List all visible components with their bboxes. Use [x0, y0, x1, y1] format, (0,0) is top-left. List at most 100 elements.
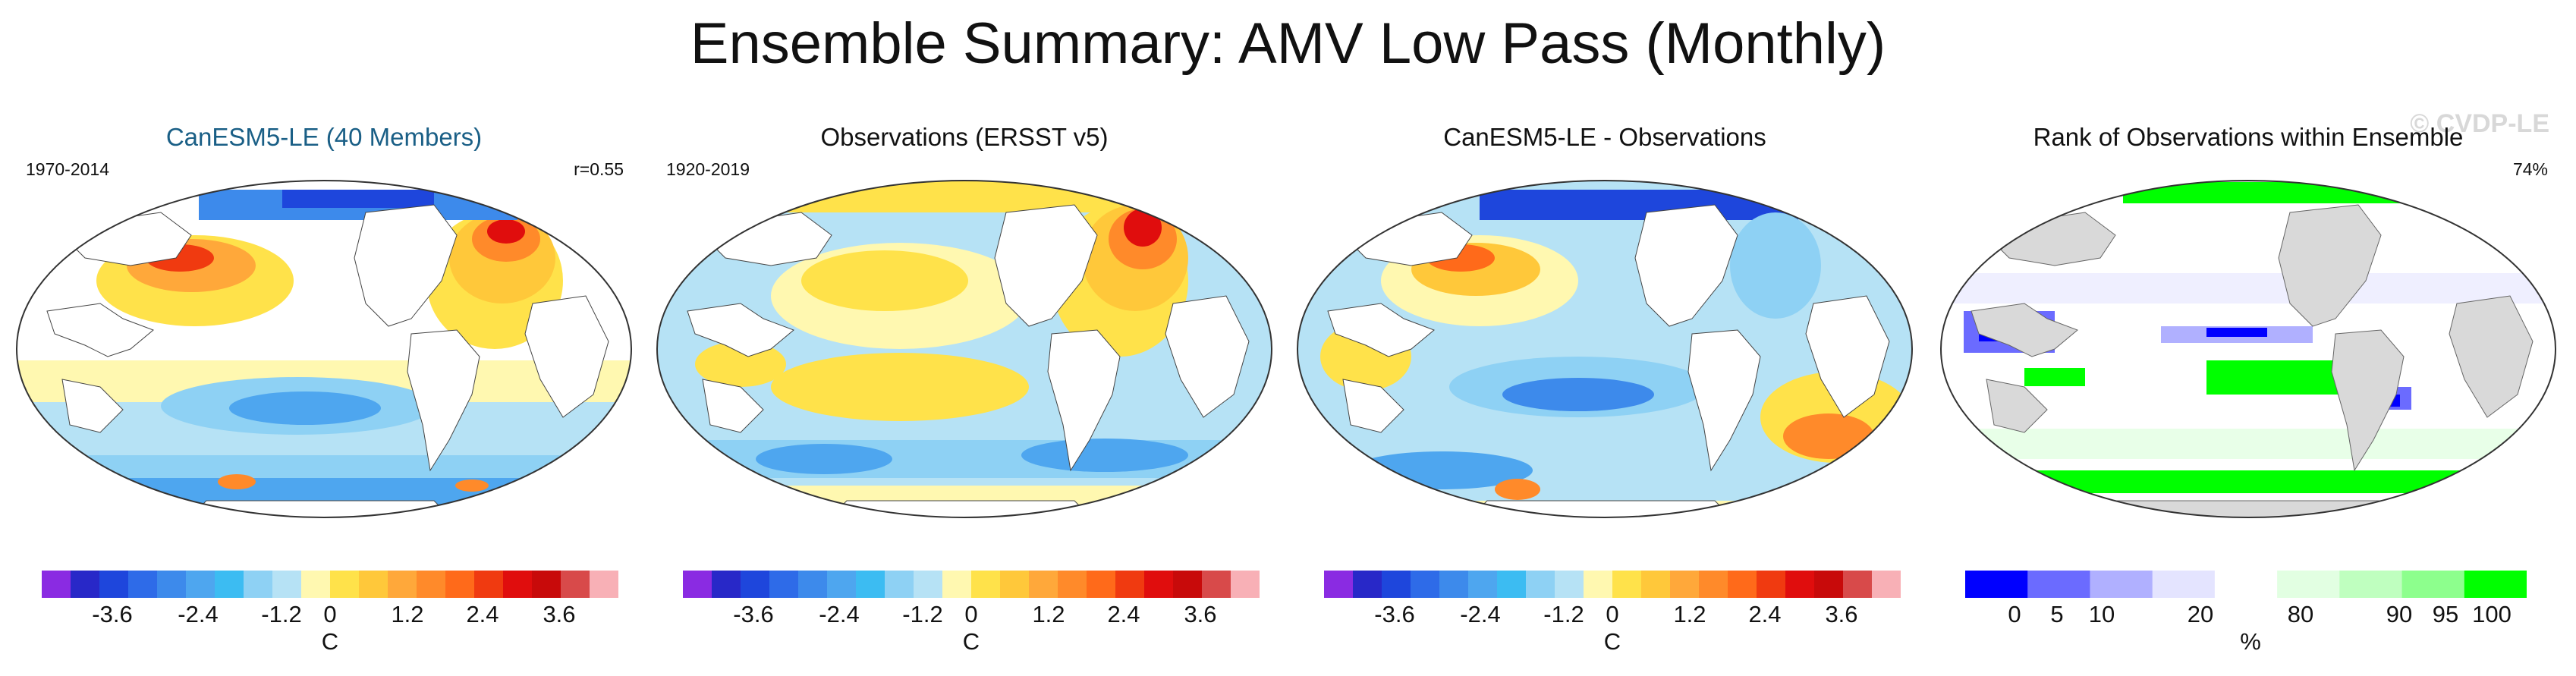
panel-rank: © CVDP-LE Rank of Observations within En…: [1933, 109, 2563, 539]
colorbar-tick: 2.4: [466, 601, 499, 627]
colorbar-tick: -3.6: [92, 601, 133, 627]
colorbar-tick: -1.2: [902, 601, 943, 627]
colorbar-swatch: [683, 571, 712, 598]
colorbar-tick: 3.6: [543, 601, 576, 627]
rank-map: [1940, 180, 2556, 518]
colorbar-swatch: [1612, 571, 1642, 598]
colorbar-swatch: [798, 571, 828, 598]
colorbar-swatch: [2401, 571, 2465, 598]
colorbar-unit: C: [962, 628, 980, 655]
colorbar-tick: 1.2: [1673, 601, 1706, 627]
colorbar-tick: 10: [2088, 601, 2115, 627]
colorbar-tick: -3.6: [733, 601, 774, 627]
colorbar-swatch: [186, 571, 215, 598]
colorbar-swatch: [942, 571, 972, 598]
colorbar-tick: -1.2: [261, 601, 302, 627]
colorbar-swatch: [1526, 571, 1555, 598]
panel-title: Observations (ERSST v5): [820, 123, 1109, 151]
colorbar-swatch: [388, 571, 417, 598]
colorbar-swatch: [1353, 571, 1382, 598]
colorbar-tick: 0: [1606, 601, 1619, 627]
panel-title: Rank of Observations within Ensemble: [2033, 123, 2464, 151]
colorbar-swatch: [1202, 571, 1231, 598]
colorbar-swatch: [590, 571, 618, 598]
colorbar-observations: -3.6 -2.4 -1.2 0 1.2 2.4 3.6 C: [683, 571, 1260, 662]
colorbar-swatch: [1173, 571, 1203, 598]
colorbar-tick: -1.2: [1543, 601, 1584, 627]
colorbar-tick: 90: [2386, 601, 2413, 627]
colorbar-tick: -2.4: [1460, 601, 1501, 627]
colorbar-swatch: [561, 571, 590, 598]
colorbar-swatch: [741, 571, 770, 598]
colorbar-tick: 80: [2287, 601, 2314, 627]
colorbar-swatches: [1324, 571, 1901, 598]
colorbar-swatch: [1439, 571, 1469, 598]
colorbar-swatch: [99, 571, 129, 598]
colorbar-swatch: [2464, 571, 2527, 598]
colorbar-model: -3.6 -2.4 -1.2 0 1.2 2.4 3.6 C: [42, 571, 618, 662]
colorbar-swatch: [157, 571, 187, 598]
colorbar-swatch: [1555, 571, 1584, 598]
colorbar-swatch: [272, 571, 302, 598]
colorbar-swatch: [1670, 571, 1700, 598]
colorbar-swatch: [1497, 571, 1527, 598]
colorbar-swatch: [1382, 571, 1411, 598]
colorbar-swatch: [215, 571, 244, 598]
sst-pattern-map: [16, 180, 632, 518]
colorbar-tick: 1.2: [1032, 601, 1065, 627]
sst-pattern-map: [656, 180, 1272, 518]
colorbar-swatch: [885, 571, 914, 598]
colorbar-swatch: [445, 571, 475, 598]
colorbar-swatch: [1814, 571, 1844, 598]
colorbar-tick: 0: [2008, 601, 2021, 627]
panel-title: CanESM5-LE (40 Members): [165, 123, 483, 151]
colorbar-tick: 100: [2472, 601, 2512, 627]
colorbar-swatch: [2090, 571, 2153, 598]
colorbar-swatch: [1411, 571, 1440, 598]
colorbar-tick: 2.4: [1107, 601, 1140, 627]
colorbar-rank: 0 5 10 20 80 90 95 100 %: [1965, 571, 2542, 662]
colorbar-swatches: [1965, 571, 2527, 598]
colorbar-swatch: [1058, 571, 1087, 598]
sst-difference-map: [1297, 180, 1913, 518]
colorbar-swatch: [1144, 571, 1174, 598]
colorbar-swatches: [683, 571, 1260, 598]
colorbar-difference: -3.6 -2.4 -1.2 0 1.2 2.4 3.6 C: [1324, 571, 1901, 662]
colorbar-swatch: [474, 571, 504, 598]
colorbar-tick: -2.4: [819, 601, 860, 627]
colorbar-swatch: [1872, 571, 1901, 598]
colorbar-swatch: [1324, 571, 1354, 598]
colorbar-swatch: [1785, 571, 1815, 598]
colorbar-swatch: [1087, 571, 1116, 598]
colorbar-swatch: [330, 571, 360, 598]
colorbar-tick: -3.6: [1374, 601, 1415, 627]
colorbar-swatches: [42, 571, 618, 598]
colorbar-unit: C: [1603, 628, 1621, 655]
colorbar-swatch: [2152, 571, 2216, 598]
colorbar-swatch: [712, 571, 741, 598]
colorbar-swatch: [417, 571, 446, 598]
colorbar-swatch: [1115, 571, 1145, 598]
period-label: 1970-2014: [26, 159, 109, 179]
colorbar-tick: 95: [2432, 601, 2459, 627]
colorbar-tick: 3.6: [1184, 601, 1217, 627]
colorbar-swatch: [856, 571, 885, 598]
colorbar-swatch: [914, 571, 943, 598]
colorbar-swatch: [769, 571, 799, 598]
colorbar-swatch: [1641, 571, 1671, 598]
colorbar-swatch: [1468, 571, 1498, 598]
colorbar-swatch: [2027, 571, 2090, 598]
colorbar-swatch: [128, 571, 158, 598]
colorbar-swatch: [2214, 571, 2278, 598]
colorbar-tick: 5: [2050, 601, 2064, 627]
colorbar-swatch: [2277, 571, 2340, 598]
period-label: 1920-2019: [666, 159, 750, 179]
colorbar-swatch: [1699, 571, 1728, 598]
panel-model-mean: CanESM5-LE (40 Members) 1970-2014 r=0.55: [9, 114, 639, 539]
panel-observations: Observations (ERSST v5) 1920-2019: [650, 114, 1279, 539]
colorbar-tick: -2.4: [178, 601, 219, 627]
colorbar-tick: 0: [323, 601, 337, 627]
colorbar-swatch: [1584, 571, 1613, 598]
page-title: Ensemble Summary: AMV Low Pass (Monthly): [690, 11, 1886, 76]
colorbar-swatch: [1728, 571, 1757, 598]
